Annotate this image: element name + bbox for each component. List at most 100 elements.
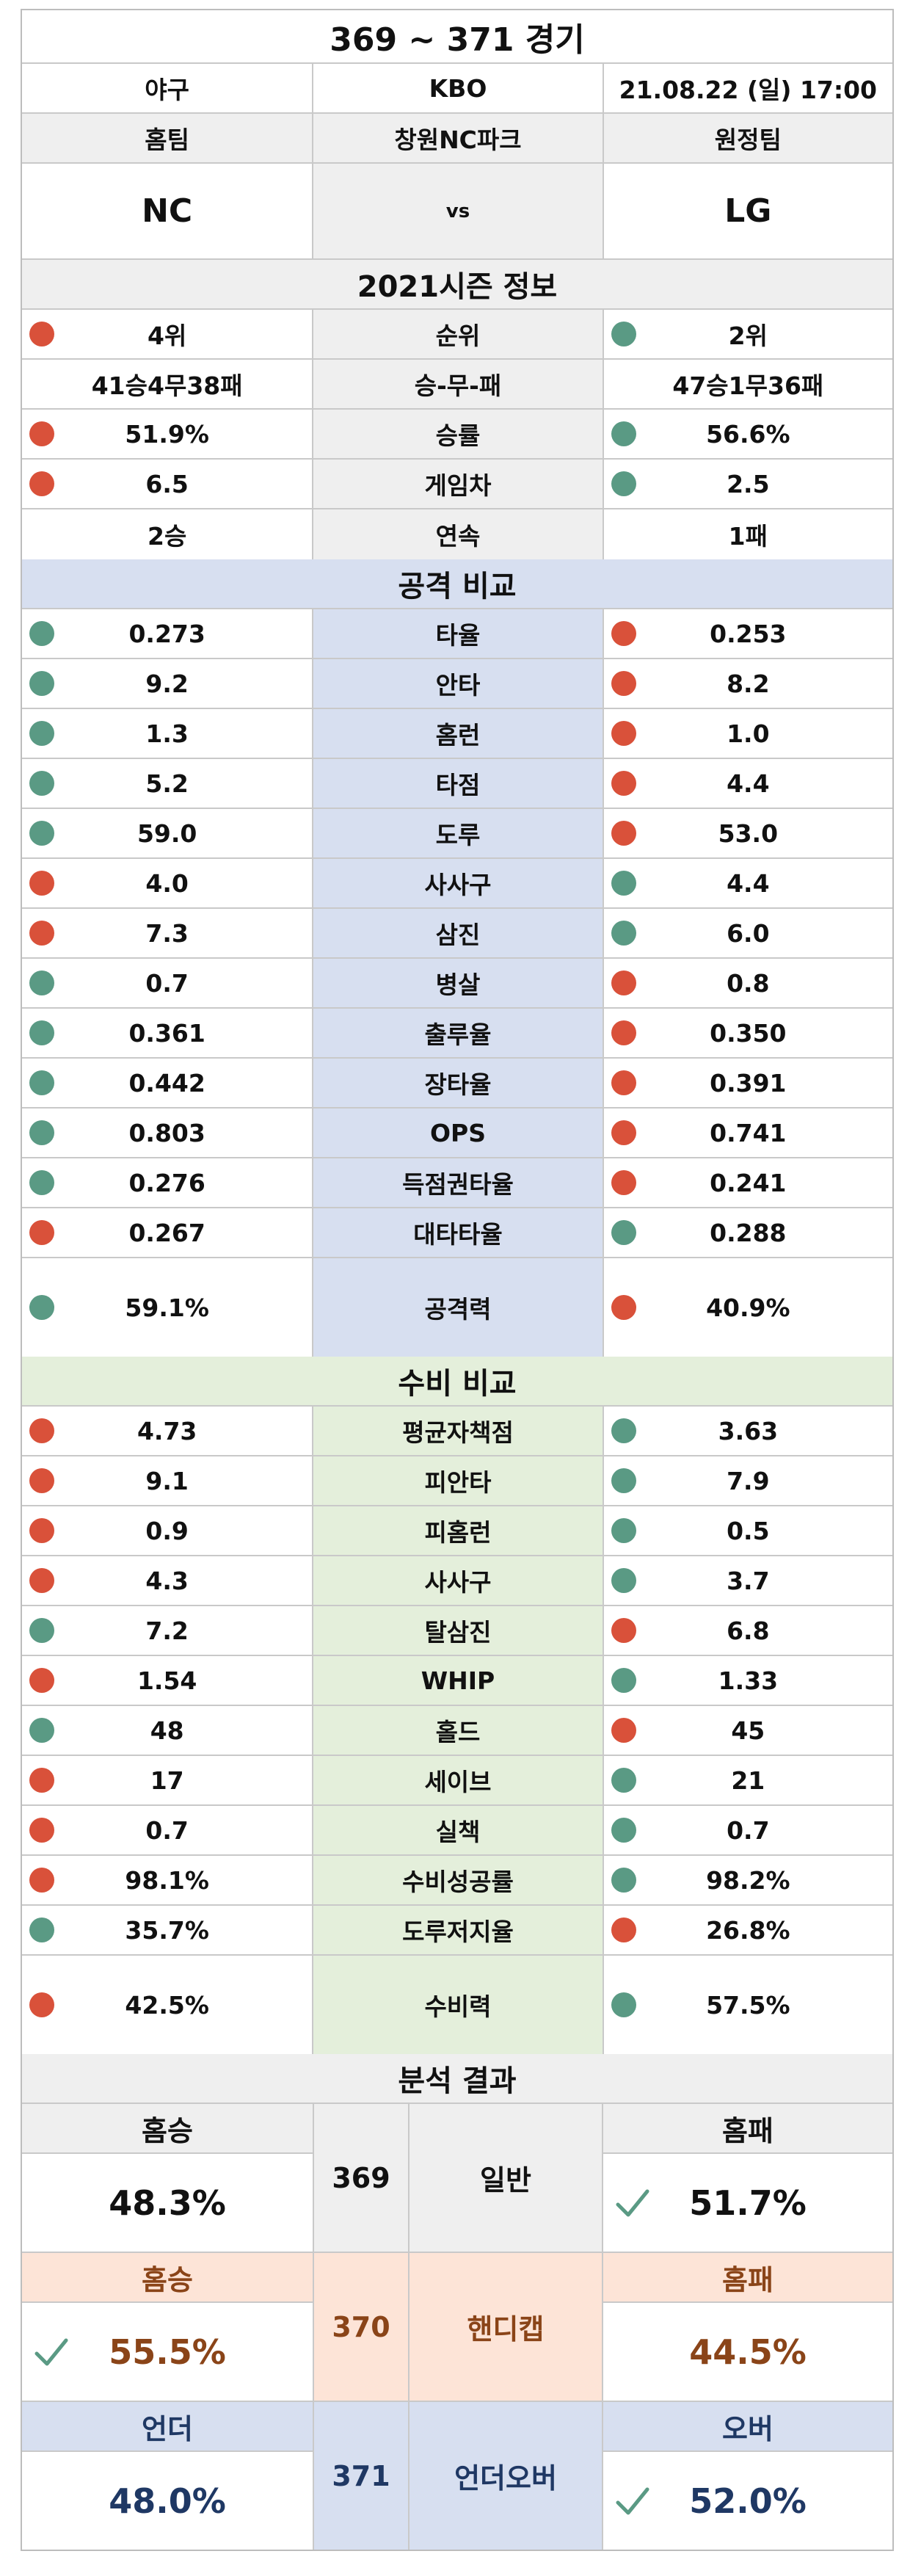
away-value-text: 0.7	[727, 1815, 770, 1845]
game-number: 369	[313, 2104, 408, 2252]
green-dot-icon	[611, 322, 636, 347]
stat-label: 홀드	[312, 1706, 603, 1755]
stat-label: 홈런	[312, 709, 603, 758]
left-outcome-probability: 55.5%	[22, 2303, 313, 2401]
stat-row: 4위 순위 2위	[22, 310, 892, 360]
teams-row: NC vs LG	[22, 164, 892, 260]
right-outcome-label: 홈패	[603, 2253, 892, 2303]
left-outcome-probability: 48.3%	[22, 2154, 313, 2252]
red-dot-icon	[29, 1418, 54, 1443]
stat-label: 승-무-패	[312, 360, 603, 408]
stat-label: 삼진	[312, 909, 603, 957]
stat-label-text: 피안타	[424, 1468, 492, 1497]
home-value-text: 4.73	[136, 1416, 197, 1445]
home-value: 4.3	[22, 1556, 312, 1605]
stat-label-text: 수비력	[424, 1992, 492, 2021]
green-dot-icon	[29, 1618, 54, 1643]
stat-label-text: 병살	[435, 970, 481, 999]
green-dot-icon	[29, 1718, 54, 1743]
checkmark-icon	[616, 2487, 649, 2514]
green-dot-icon	[29, 1120, 54, 1145]
red-dot-icon	[29, 1992, 54, 2017]
away-value: 57.5%	[602, 1956, 892, 2054]
away-value-text: 98.2%	[706, 1865, 790, 1895]
red-dot-icon	[29, 471, 54, 496]
green-dot-icon	[29, 970, 54, 995]
stat-label: OPS	[312, 1109, 603, 1157]
away-value-text: 0.8	[727, 968, 770, 998]
stat-row: 48 홀드 45	[22, 1706, 892, 1756]
stat-label: 세이브	[312, 1756, 603, 1804]
stat-row: 5.2 타점 4.4	[22, 759, 892, 809]
away-value-text: 45	[731, 1716, 765, 1745]
stat-row: 0.361 출루율 0.350	[22, 1009, 892, 1059]
home-value: 0.276	[22, 1158, 312, 1207]
home-value-text: 9.2	[145, 669, 189, 698]
stat-label: 승률	[312, 410, 603, 458]
away-value-text: 1.33	[718, 1666, 779, 1695]
home-value: 0.7	[22, 959, 312, 1007]
red-dot-icon	[29, 1220, 54, 1245]
home-value-text: 4.3	[145, 1566, 189, 1595]
away-value-text: 47승1무36패	[672, 371, 824, 400]
stat-label: 탈삼진	[312, 1606, 603, 1655]
stat-label: 도루저지율	[312, 1906, 603, 1954]
stat-label: 사사구	[312, 859, 603, 907]
vs-label: vs	[312, 164, 603, 258]
defense-section-title: 수비 비교	[398, 1367, 517, 1401]
season-section-title: 2021시즌 정보	[357, 270, 558, 304]
green-dot-icon	[611, 1768, 636, 1793]
home-value: 0.361	[22, 1009, 312, 1057]
stat-label-text: 평균자책점	[402, 1418, 514, 1447]
away-value-text: 1패	[728, 522, 768, 551]
away-value-text: 0.391	[710, 1068, 787, 1097]
stat-label: 타율	[312, 609, 603, 658]
home-value: 5.2	[22, 759, 312, 808]
home-value-text: 9.1	[145, 1466, 189, 1495]
away-value: 3.7	[602, 1556, 892, 1605]
home-value-text: 59.1%	[125, 1293, 209, 1322]
home-value: 0.267	[22, 1208, 312, 1257]
away-value: 0.5	[602, 1506, 892, 1555]
stat-label-text: 득점권타율	[402, 1170, 514, 1199]
left-probability-text: 55.5%	[109, 2332, 226, 2372]
right-outcome-probability: 44.5%	[603, 2303, 892, 2401]
stat-row: 7.2 탈삼진 6.8	[22, 1606, 892, 1656]
home-value: 0.442	[22, 1059, 312, 1107]
stat-row: 0.9 피홈런 0.5	[22, 1506, 892, 1556]
home-value: 98.1%	[22, 1856, 312, 1904]
away-value: 45	[602, 1706, 892, 1755]
home-value: 0.7	[22, 1806, 312, 1854]
stat-label-text: 도루저지율	[402, 1918, 514, 1946]
red-dot-icon	[29, 322, 54, 347]
green-dot-icon	[611, 1818, 636, 1843]
away-value-text: 0.5	[727, 1516, 770, 1545]
home-value: 17	[22, 1756, 312, 1804]
green-dot-icon	[611, 1418, 636, 1443]
away-value: 0.241	[602, 1158, 892, 1207]
right-outcome-label: 홈패	[603, 2104, 892, 2154]
stat-row: 7.3 삼진 6.0	[22, 909, 892, 959]
home-value-text: 1.54	[136, 1666, 197, 1695]
red-dot-icon	[29, 421, 54, 446]
attack-section-header: 공격 비교	[22, 559, 892, 609]
away-value: 4.4	[602, 759, 892, 808]
left-outcome-label: 홈승	[22, 2104, 313, 2154]
home-value-text: 0.273	[128, 619, 205, 648]
home-value: 48	[22, 1706, 312, 1755]
home-team-name: NC	[142, 192, 193, 230]
left-outcome-label: 홈승	[22, 2253, 313, 2303]
home-value-text: 4위	[148, 322, 187, 350]
game-number-text: 371	[332, 2459, 390, 2492]
league-label: KBO	[312, 64, 602, 112]
home-value-text: 0.442	[128, 1068, 205, 1097]
game-number: 371	[313, 2402, 408, 2550]
red-dot-icon	[29, 1518, 54, 1543]
away-value-text: 26.8%	[706, 1915, 790, 1945]
stat-label: 실책	[312, 1806, 603, 1854]
away-value-text: 0.253	[710, 619, 787, 648]
red-dot-icon	[611, 1170, 636, 1195]
right-probability-text: 51.7%	[689, 2183, 807, 2223]
stat-label-text: 삼진	[435, 921, 481, 949]
right-outcome: 홈패 51.7%	[602, 2104, 892, 2252]
